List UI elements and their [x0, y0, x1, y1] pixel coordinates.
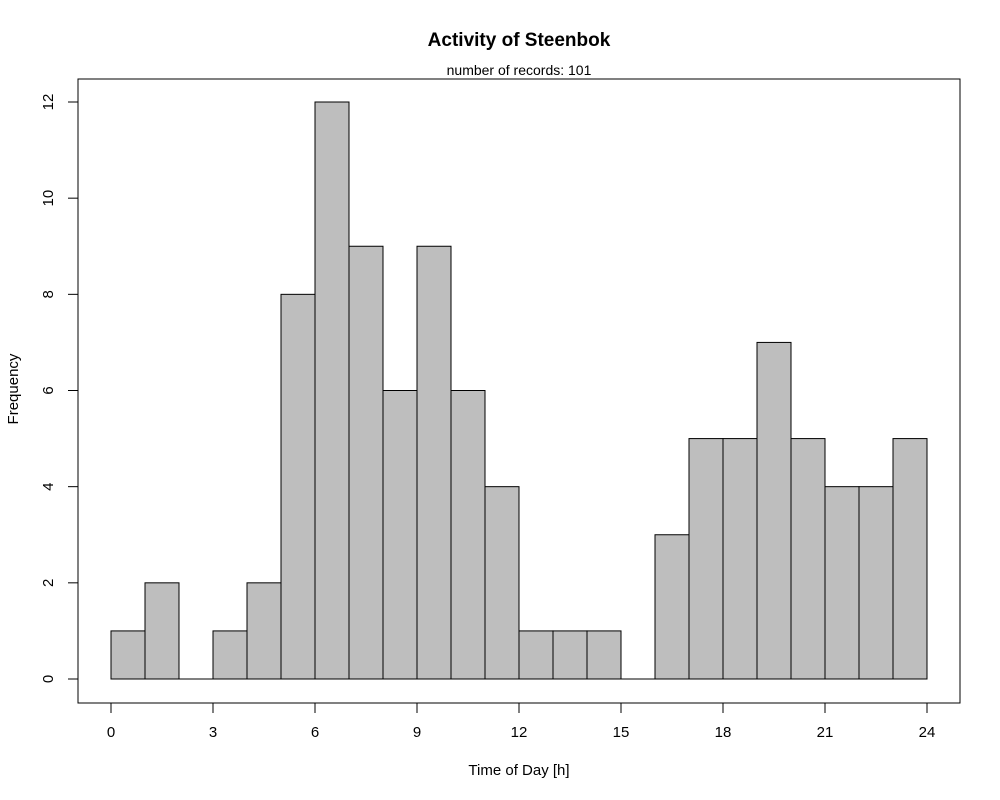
y-tick-label: 6 [40, 386, 57, 394]
y-tick-label: 8 [40, 290, 57, 298]
histogram-bar [110, 630, 146, 680]
y-tick-label: 12 [40, 94, 57, 111]
y-tick-label: 0 [40, 675, 57, 683]
x-tick-label: 18 [715, 724, 732, 741]
histogram-bar [280, 293, 316, 680]
x-tick-label: 9 [413, 724, 421, 741]
histogram-bar [484, 486, 520, 680]
y-tick-label: 10 [40, 190, 57, 207]
histogram-bar [586, 630, 622, 680]
histogram-bar [416, 245, 452, 680]
histogram-bar [450, 390, 486, 680]
histogram-bar [382, 390, 418, 680]
x-tick-label: 12 [511, 724, 528, 741]
histogram-bar [212, 630, 248, 680]
x-tick-label: 21 [817, 724, 834, 741]
bars-group [110, 101, 928, 680]
histogram-bar [552, 630, 588, 680]
histogram-bar [144, 582, 180, 680]
histogram-bar [654, 534, 690, 680]
histogram-bar [892, 438, 928, 680]
x-tick-label: 24 [919, 724, 936, 741]
chart-subtitle: number of records: 101 [447, 62, 592, 78]
y-axis: 0 2 4 6 8 10 12 [40, 94, 79, 683]
histogram-bar [790, 438, 826, 680]
x-axis-label: Time of Day [h] [468, 762, 569, 779]
x-tick-label: 15 [613, 724, 630, 741]
chart-title: Activity of Steenbok [428, 30, 611, 51]
x-tick-label: 6 [311, 724, 319, 741]
y-tick-label: 4 [40, 482, 57, 490]
histogram-bar [824, 486, 860, 680]
histogram-bar [246, 582, 282, 680]
histogram-bar [314, 101, 350, 680]
y-tick-label: 2 [40, 579, 57, 587]
histogram-bar [348, 245, 384, 680]
x-axis: 0 3 6 9 12 15 18 21 24 [107, 702, 936, 741]
histogram-bar [518, 630, 554, 680]
histogram-bar [756, 341, 792, 680]
x-tick-label: 3 [209, 724, 217, 741]
y-axis-label: Frequency [5, 353, 22, 424]
histogram-bar [688, 438, 724, 680]
x-tick-label: 0 [107, 724, 115, 741]
histogram-bar [858, 486, 894, 680]
histogram-bar [722, 438, 758, 680]
